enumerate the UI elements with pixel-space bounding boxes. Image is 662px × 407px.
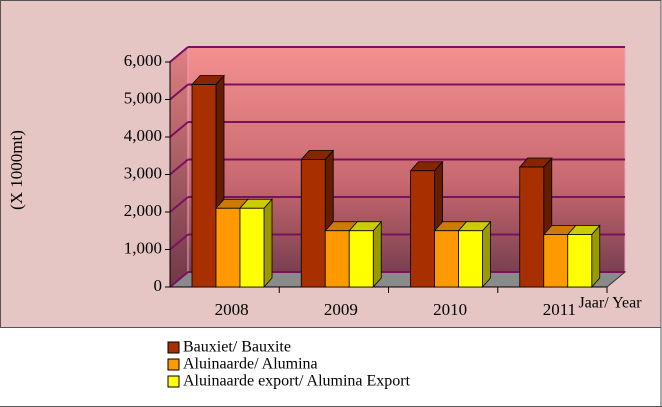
legend-swatch (167, 358, 180, 371)
bar (519, 166, 545, 288)
grid-line-side (169, 271, 189, 288)
bar (567, 234, 593, 288)
grid-line-side (169, 196, 189, 213)
bar (410, 170, 435, 288)
y-tick-label: 2,000 (124, 201, 162, 220)
bar (300, 159, 326, 288)
bar (324, 230, 350, 288)
legend-label: Aluinaarde export/ Alumina Export (183, 373, 411, 390)
bar (348, 230, 374, 288)
x-tick-label: 2011 (543, 300, 576, 319)
bar-side (263, 198, 273, 289)
legend-label: Aluinaarde/ Alumina (183, 356, 318, 373)
x-axis-label: Jaar/ Year (578, 295, 642, 312)
bar (239, 207, 265, 288)
y-tick-label: 3,000 (124, 163, 162, 182)
legend-swatch (167, 341, 180, 354)
grid-line-side (169, 46, 189, 63)
grid-line-side (169, 158, 189, 176)
x-tick-label: 2009 (324, 300, 358, 319)
y-tick-label: 4,000 (124, 126, 162, 145)
bar-side (482, 220, 491, 289)
legend-swatch (167, 375, 180, 388)
y-tick-label: 1,000 (124, 238, 162, 257)
x-tick-label: 2008 (215, 300, 249, 319)
x-tick-label: 2010 (433, 300, 467, 319)
grid-line-side (169, 233, 189, 251)
grid-line-side (169, 83, 189, 101)
legend-label: Bauxiet/ Bauxite (183, 339, 291, 356)
y-tick-label: 6,000 (124, 51, 162, 70)
bar-side (591, 224, 601, 289)
grid-line-side (169, 121, 189, 138)
y-tick-label: 5,000 (124, 88, 162, 107)
bar-side (372, 220, 382, 289)
bar (191, 84, 217, 288)
y-tick-label: 0 (154, 276, 163, 295)
bar (215, 207, 241, 288)
bar (458, 230, 483, 288)
bar (434, 230, 459, 288)
bar (543, 234, 569, 288)
y-axis-label: (X 1000mt) (7, 130, 26, 210)
